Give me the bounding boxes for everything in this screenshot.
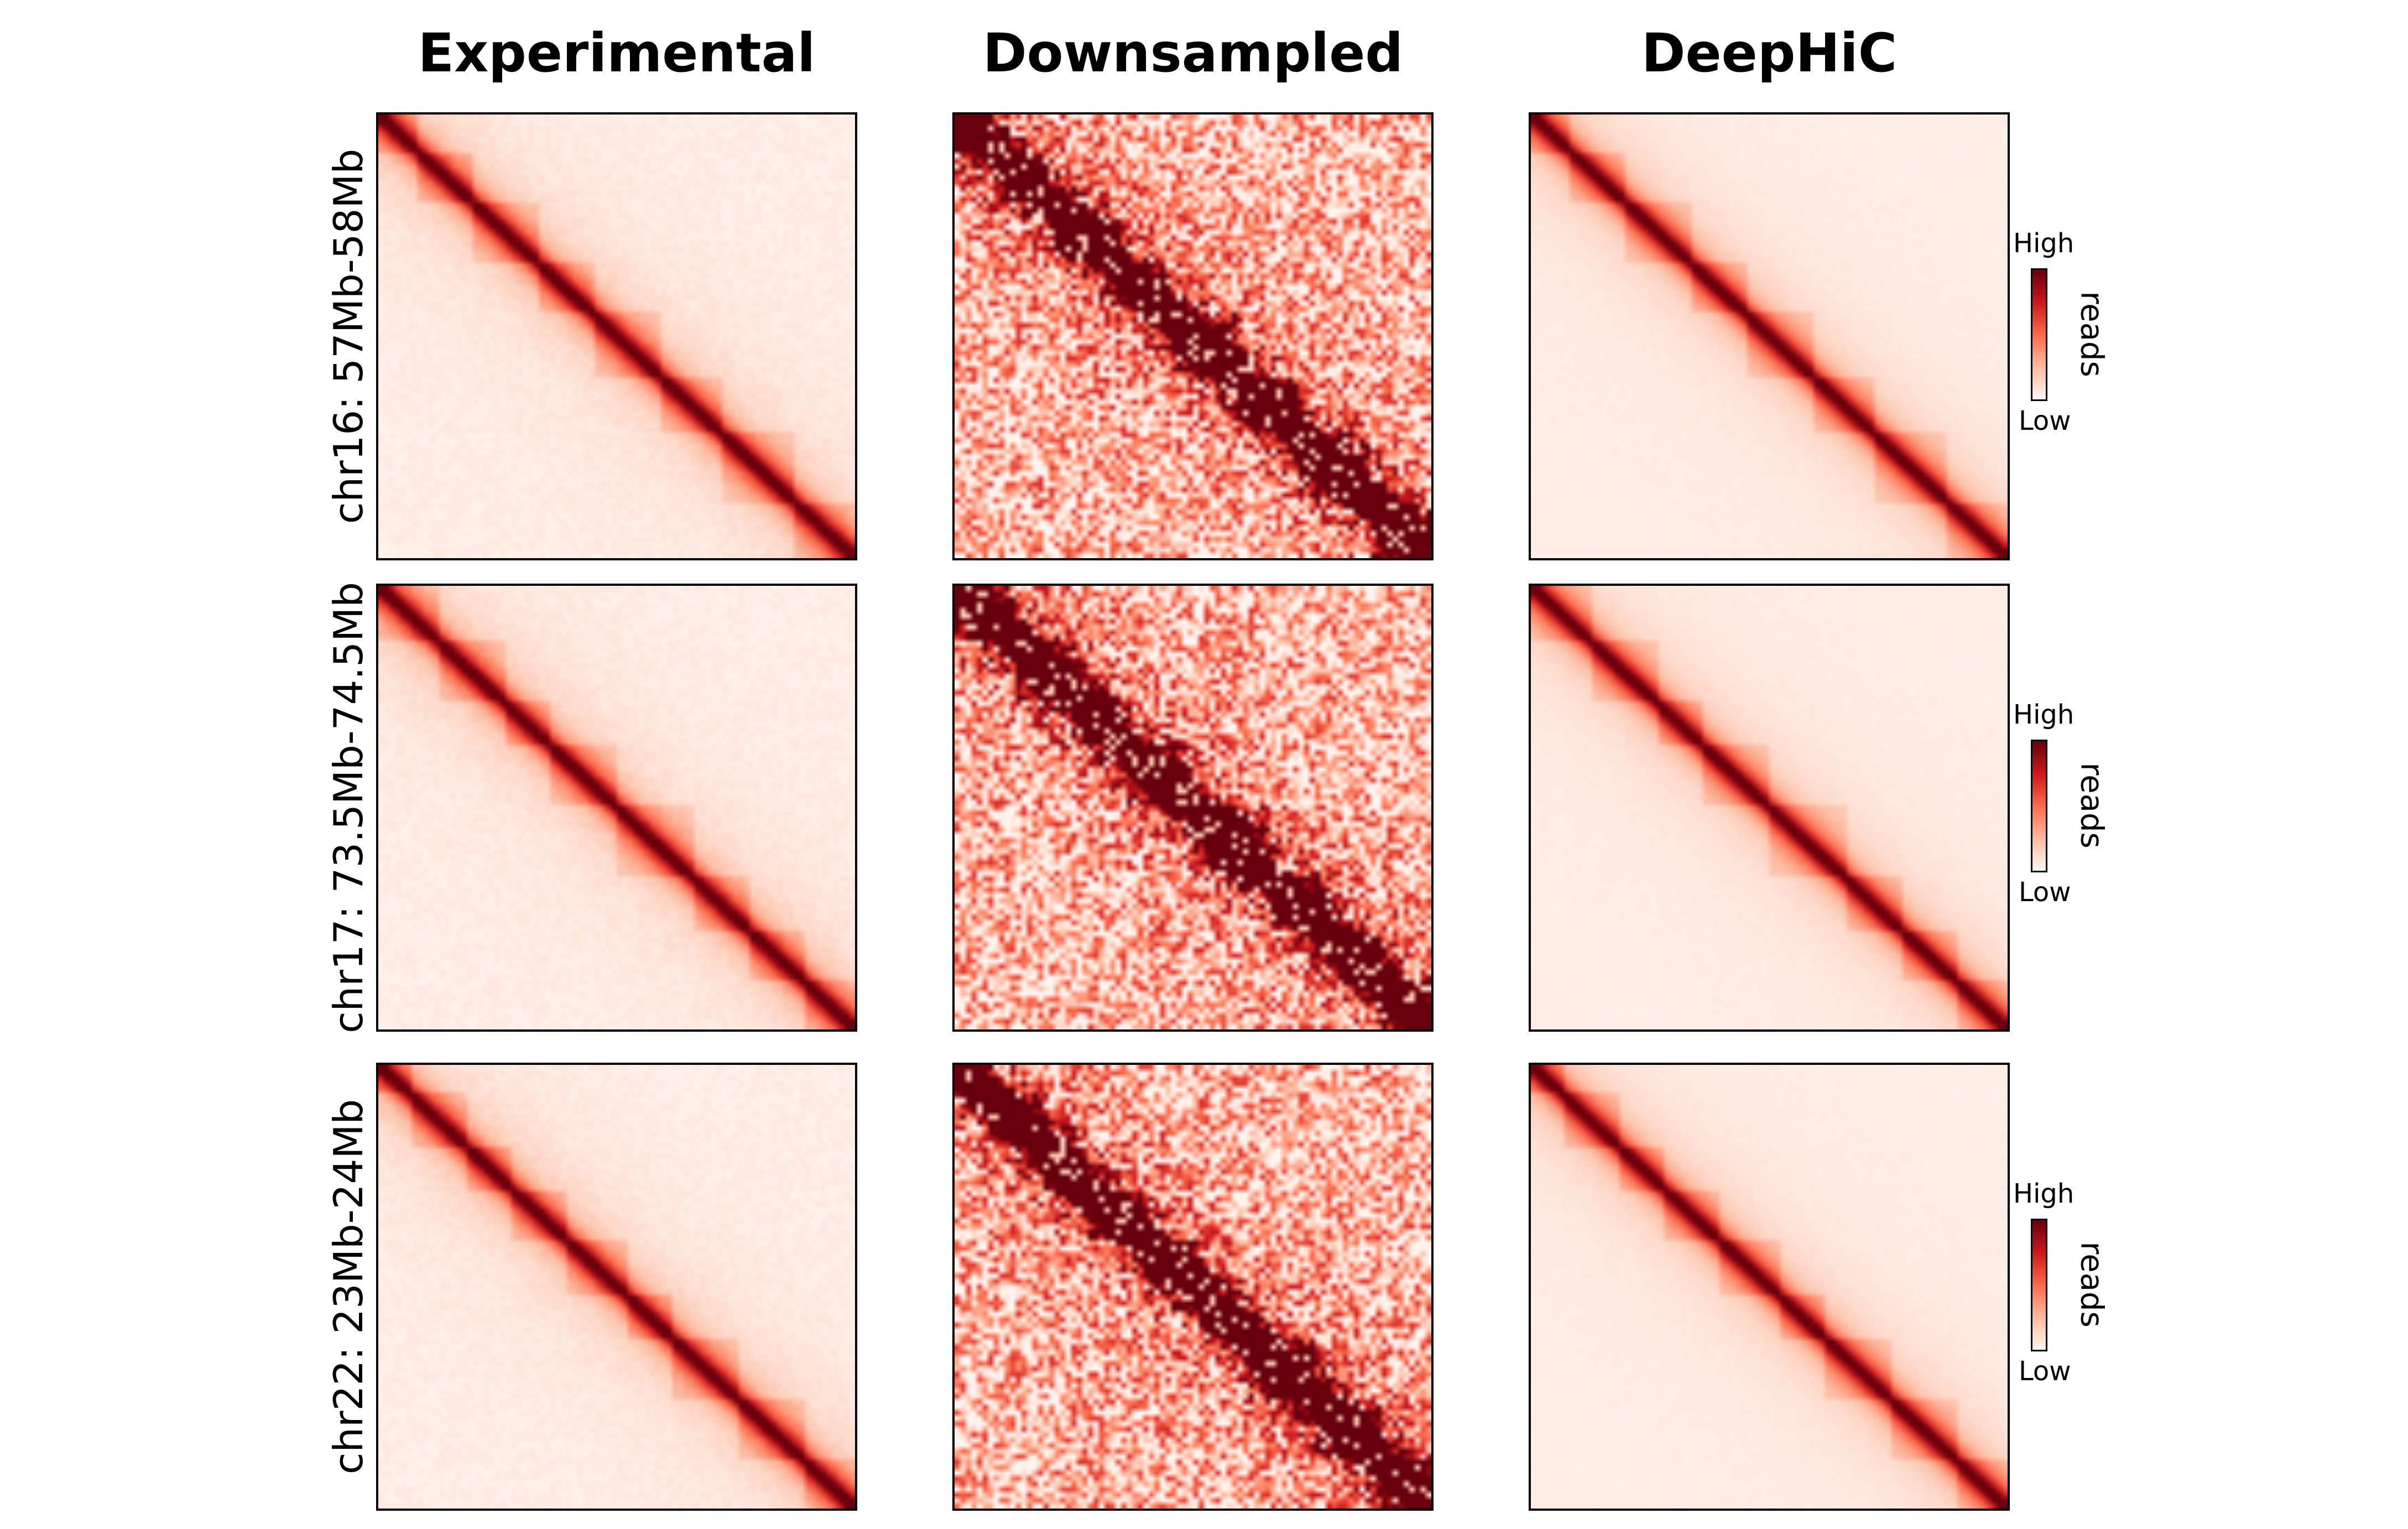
heatmap-chr17-experimental xyxy=(376,584,857,1032)
colorbar-low-label: Low xyxy=(2019,877,2071,908)
colorbar-low-label: Low xyxy=(2019,405,2071,436)
heatmap-chr17-downsampled xyxy=(952,584,1434,1032)
column-title-downsampled: Downsampled xyxy=(982,22,1404,84)
colorbar-title-text: reads xyxy=(2073,291,2110,377)
colorbar xyxy=(2031,740,2047,872)
colorbar-title-text: reads xyxy=(2073,1241,2110,1328)
heatmap-canvas xyxy=(955,1065,1431,1509)
colorbar-low-label: Low xyxy=(2019,1356,2071,1387)
heatmap-chr22-experimental xyxy=(376,1063,857,1511)
heatmap-chr16-deephic xyxy=(1529,112,2010,560)
heatmap-canvas xyxy=(378,586,855,1029)
column-title-deephic: DeepHiC xyxy=(1641,22,1898,84)
column-title-experimental: Experimental xyxy=(418,22,816,84)
heatmap-canvas xyxy=(955,115,1431,558)
colorbar-title-text: reads xyxy=(2073,762,2110,849)
row-label-chr22-text: chr22: 23Mb-24Mb xyxy=(325,1099,372,1475)
colorbar-high-label: High xyxy=(2013,228,2075,259)
heatmap-chr17-deephic xyxy=(1529,584,2010,1032)
heatmap-chr16-experimental xyxy=(376,112,857,560)
heatmap-canvas xyxy=(1531,586,2008,1029)
heatmap-chr22-deephic xyxy=(1529,1063,2010,1511)
heatmap-canvas xyxy=(955,586,1431,1029)
heatmap-chr16-downsampled xyxy=(952,112,1434,560)
colorbar xyxy=(2031,1219,2047,1351)
heatmap-chr22-downsampled xyxy=(952,1063,1434,1511)
colorbar-high-label: High xyxy=(2013,699,2075,730)
heatmap-canvas xyxy=(378,115,855,558)
heatmap-canvas xyxy=(1531,1065,2008,1509)
colorbar-high-label: High xyxy=(2013,1178,2075,1209)
heatmap-canvas xyxy=(1531,115,2008,558)
row-label-chr17-text: chr17: 73.5Mb-74.5Mb xyxy=(325,582,372,1033)
heatmap-canvas xyxy=(378,1065,855,1509)
colorbar xyxy=(2031,268,2047,401)
row-label-chr16-text: chr16: 57Mb-58Mb xyxy=(325,148,372,524)
